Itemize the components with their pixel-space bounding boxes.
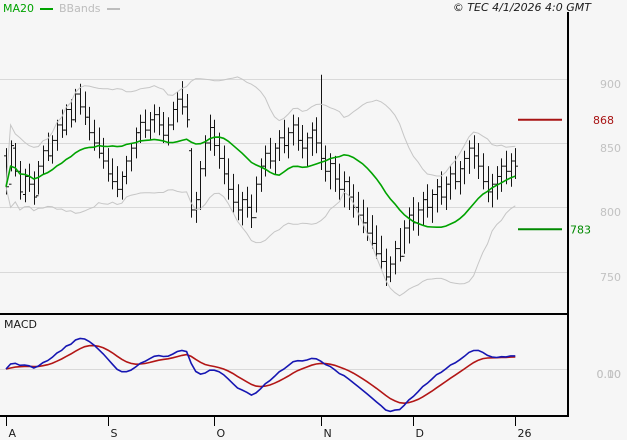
bbands-legend-label: BBands xyxy=(59,2,101,15)
resistance-price-label: 868 xyxy=(593,114,614,127)
candlesticks xyxy=(4,74,518,286)
resistance-line: 868 xyxy=(518,114,614,127)
x-axis-tick-label: D xyxy=(416,427,424,440)
bbands-legend-dash xyxy=(106,8,120,10)
price-tick-label: 850 xyxy=(600,142,621,155)
ma20-legend-dash xyxy=(40,8,54,10)
x-axis-tick-label: N xyxy=(324,427,332,440)
price-axis-labels: 900 850 800 750 xyxy=(600,78,621,284)
macd-signal-line xyxy=(5,344,516,405)
price-legend: MA20 BBands xyxy=(3,2,120,16)
bollinger-lower-line xyxy=(5,186,516,297)
macd-tick-label: 0.00 xyxy=(597,368,622,381)
bollinger-upper-line xyxy=(5,76,516,187)
macd-legend-label: MACD xyxy=(4,318,37,331)
panel-borders xyxy=(0,12,569,417)
support-price-label: 783 xyxy=(570,223,591,236)
x-axis-tick-label: 26 xyxy=(518,427,532,440)
price-tick-label: 900 xyxy=(600,78,621,91)
x-axis-tick-label: O xyxy=(217,427,226,440)
price-tick-label: 800 xyxy=(600,206,621,219)
x-axis-tick-label: A xyxy=(9,427,17,440)
copyright-timestamp: © TEC 4/1/2026 4:0 GMT xyxy=(452,1,591,14)
macd-tick-label: 0.10 xyxy=(597,368,622,381)
ma20-line xyxy=(5,136,516,228)
price-tick-label: 750 xyxy=(600,271,621,284)
ma20-legend-label: MA20 xyxy=(3,2,35,15)
support-line: 783 xyxy=(518,223,591,236)
macd-line xyxy=(5,337,516,413)
x-axis-tick-label: S xyxy=(111,427,118,440)
month-axis: A S O N D 26 xyxy=(6,417,532,440)
macd-axis-labels: 0.100.00 xyxy=(597,368,622,381)
